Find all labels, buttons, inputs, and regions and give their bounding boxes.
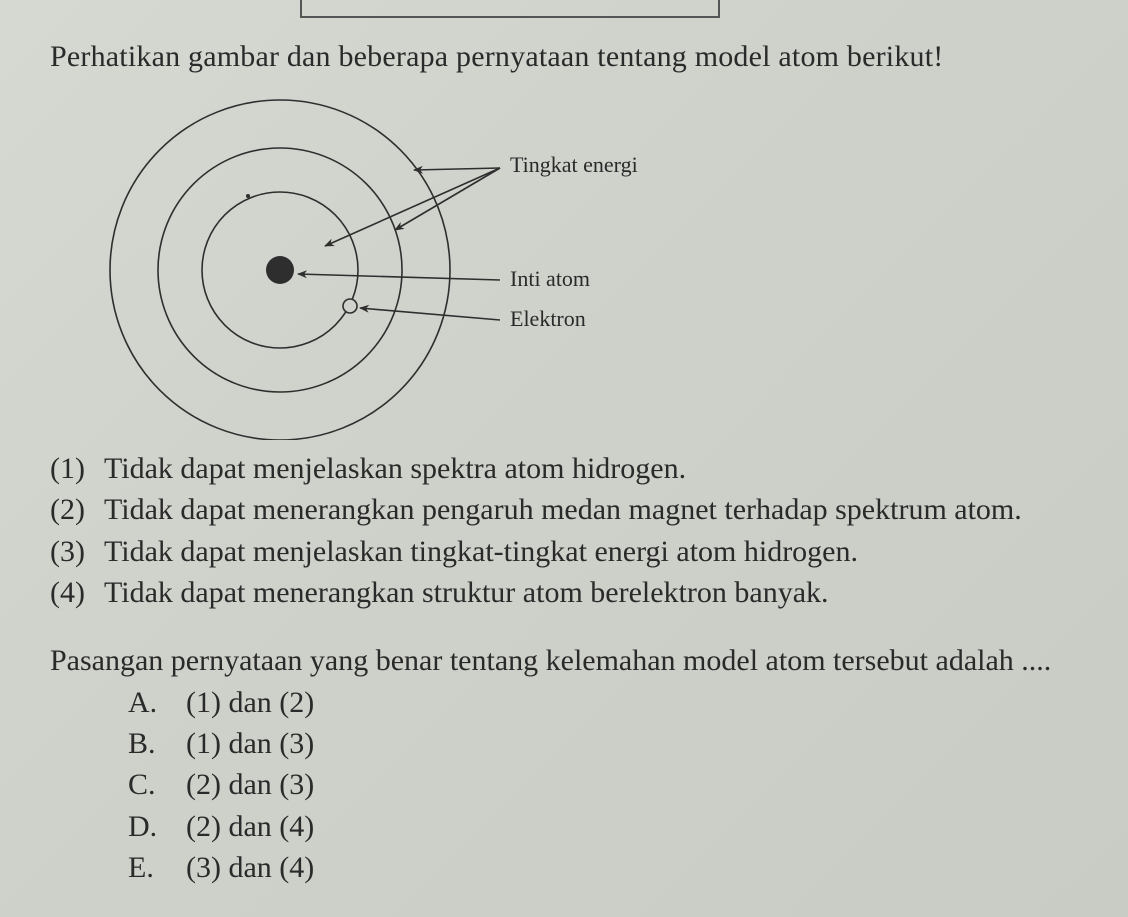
statement-row: (3) Tidak dapat menjelaskan tingkat-ting… [50, 531, 1100, 572]
label-energy-level: Tingkat energi [510, 152, 638, 178]
label-nucleus: Inti atom [510, 266, 590, 292]
arrow-energy-2 [395, 168, 500, 230]
statement-row: (2) Tidak dapat menerangkan pengaruh med… [50, 489, 1100, 530]
question-text: Pasangan pernyataan yang benar tentang k… [50, 644, 1100, 678]
statement-row: (4) Tidak dapat menerangkan struktur ato… [50, 572, 1100, 613]
arrow-electron [360, 308, 500, 320]
statement-text: Tidak dapat menjelaskan tingkat-tingkat … [104, 531, 858, 572]
option-letter: B. [128, 723, 186, 764]
statement-num: (4) [50, 572, 104, 613]
option-text: (1) dan (2) [186, 682, 314, 723]
top-partial-box [300, 0, 720, 18]
option-letter: A. [128, 682, 186, 723]
option-text: (2) dan (4) [186, 806, 314, 847]
label-electron: Elektron [510, 306, 586, 332]
statement-row: (1) Tidak dapat menjelaskan spektra atom… [50, 448, 1100, 489]
arrow-energy-1 [325, 168, 500, 246]
arrow-energy-3 [414, 168, 500, 170]
arrow-nucleus [298, 274, 500, 280]
option-letter: D. [128, 806, 186, 847]
atom-diagram: Tingkat energi Inti atom Elektron [50, 80, 750, 440]
intro-text: Perhatikan gambar dan beberapa pernyataa… [50, 40, 1100, 74]
electron-dot [343, 299, 357, 313]
statement-num: (3) [50, 531, 104, 572]
option-letter: E. [128, 847, 186, 888]
option-row: C. (2) dan (3) [128, 764, 1100, 805]
option-text: (3) dan (4) [186, 847, 314, 888]
stray-dot [246, 194, 250, 198]
statement-text: Tidak dapat menjelaskan spektra atom hid… [104, 448, 686, 489]
option-row: E. (3) dan (4) [128, 847, 1100, 888]
atom-diagram-svg [50, 80, 750, 440]
option-list: A. (1) dan (2) B. (1) dan (3) C. (2) dan… [50, 682, 1100, 889]
statement-num: (2) [50, 489, 104, 530]
option-text: (2) dan (3) [186, 764, 314, 805]
option-letter: C. [128, 764, 186, 805]
option-row: B. (1) dan (3) [128, 723, 1100, 764]
nucleus-dot [266, 256, 294, 284]
option-text: (1) dan (3) [186, 723, 314, 764]
statement-text: Tidak dapat menerangkan struktur atom be… [104, 572, 829, 613]
option-row: A. (1) dan (2) [128, 682, 1100, 723]
statement-list: (1) Tidak dapat menjelaskan spektra atom… [50, 448, 1100, 614]
option-row: D. (2) dan (4) [128, 806, 1100, 847]
statement-text: Tidak dapat menerangkan pengaruh medan m… [104, 489, 1022, 530]
statement-num: (1) [50, 448, 104, 489]
page-root: Perhatikan gambar dan beberapa pernyataa… [0, 0, 1128, 917]
